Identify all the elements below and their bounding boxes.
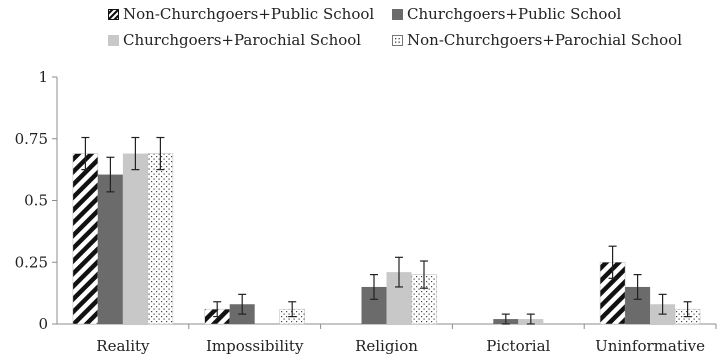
legend-item: Non-Churchgoers+Parochial School: [392, 30, 682, 50]
legend-swatch: [108, 34, 119, 46]
legend-label: Churchgoers+Parochial School: [123, 31, 362, 49]
legend-label: Non-Churchgoers+Parochial School: [407, 31, 682, 49]
y-tick-label: 0: [38, 315, 48, 333]
bar: [122, 153, 148, 324]
x-tick-label: Impossibility: [206, 337, 304, 355]
bar: [147, 153, 174, 325]
bar: [97, 174, 123, 324]
legend-swatch: [108, 8, 119, 20]
y-tick-label: 0.5: [24, 192, 48, 210]
y-tick-label: 0.75: [15, 130, 48, 148]
y-tick-label: 0.25: [15, 253, 48, 271]
legend-item: Churchgoers+Public School: [392, 4, 621, 24]
bar: [72, 153, 99, 325]
x-tick-label: Reality: [96, 337, 150, 355]
legend-item: Non-Churchgoers+Public School: [108, 4, 374, 24]
legend-swatch: [392, 34, 403, 46]
x-tick-label: Religion: [355, 337, 418, 355]
x-tick-label: Pictorial: [486, 337, 550, 355]
legend: Non-Churchgoers+Public School Churchgoers…: [108, 4, 708, 56]
legend-label: Churchgoers+Public School: [407, 5, 622, 23]
legend-label: Non-Churchgoers+Public School: [123, 5, 375, 23]
x-tick-label: Uninformative: [595, 337, 705, 355]
legend-item: Churchgoers+Parochial School: [108, 30, 361, 50]
y-tick-label: 1: [38, 68, 48, 86]
legend-swatch: [392, 8, 403, 20]
